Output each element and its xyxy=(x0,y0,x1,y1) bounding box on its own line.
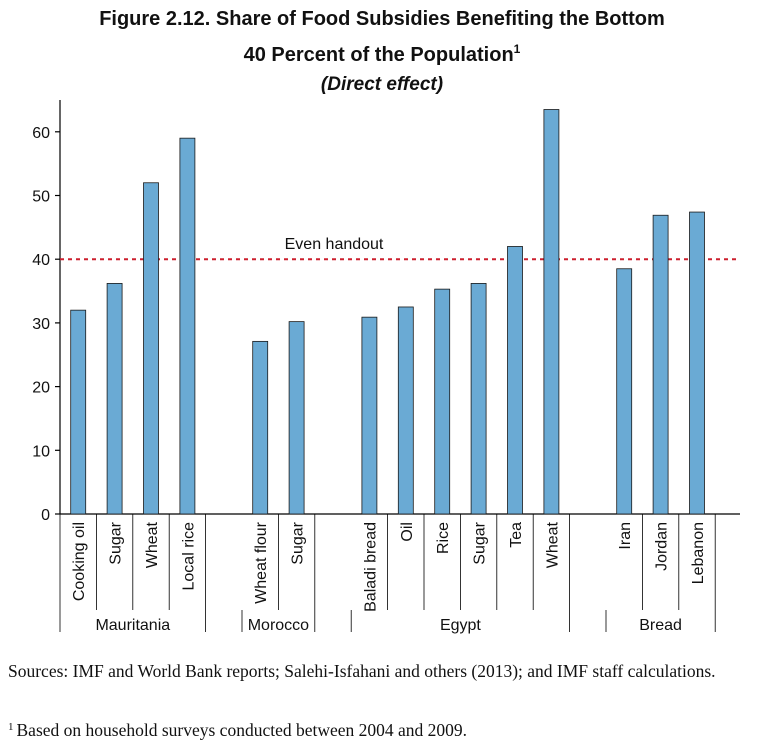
category-label: Baladi bread xyxy=(362,522,379,612)
category-label: Rice xyxy=(435,522,452,554)
group-label: Morocco xyxy=(248,617,309,634)
category-label: Lebanon xyxy=(690,522,707,584)
footnote-marker: 1 xyxy=(513,42,521,56)
bar xyxy=(288,321,305,515)
footnote-text: Based on household surveys conducted bet… xyxy=(16,720,468,740)
group-label: Bread xyxy=(639,617,682,634)
category-label: Sugar xyxy=(472,521,489,564)
y-tick-label: 20 xyxy=(32,380,50,397)
bar xyxy=(652,214,669,515)
bar xyxy=(470,283,487,515)
footnote: 1 Based on household surveys conducted be… xyxy=(8,714,758,743)
bar xyxy=(507,246,523,515)
bar xyxy=(543,109,560,515)
bar xyxy=(616,268,633,515)
chart-title: Figure 2.12. Share of Food Subsidies Ben… xyxy=(99,8,665,30)
bar xyxy=(106,283,123,515)
category-label: Wheat xyxy=(144,521,161,568)
category-label: Cooking oil xyxy=(71,522,88,601)
category-label: Wheat xyxy=(544,521,561,568)
footnote-mark: 1 xyxy=(8,721,14,733)
category-label: Oil xyxy=(399,522,416,542)
y-tick-label: 10 xyxy=(32,443,50,460)
even-handout-label: Even handout xyxy=(285,236,384,253)
y-tick-label: 50 xyxy=(32,189,50,206)
bar-chart: 0 10 20 30 40 50 60 Even handout Cooking oil Suga… xyxy=(32,99,740,634)
sources-note: Sources: IMF and World Bank reports; Sal… xyxy=(8,661,716,681)
bar xyxy=(434,288,451,515)
category-label: Iran xyxy=(617,522,634,550)
bar xyxy=(143,182,159,515)
category-label: Sugar xyxy=(290,521,307,564)
category-label: Tea xyxy=(508,522,525,548)
chart-title-text: 40 Percent of the Population xyxy=(243,44,514,66)
bar xyxy=(689,211,705,515)
y-tick-label: 60 xyxy=(32,125,50,142)
category-label: Sugar xyxy=(108,521,125,564)
y-tick-label: 40 xyxy=(32,252,50,269)
group-label: Mauritania xyxy=(95,617,170,634)
bar xyxy=(397,306,414,515)
bar xyxy=(179,137,196,515)
category-label: Jordan xyxy=(654,522,671,571)
chart-title-line2: 40 Percent of the Population1 xyxy=(0,42,764,67)
group-label: Egypt xyxy=(440,617,481,634)
y-tick-label: 30 xyxy=(32,316,50,333)
chart-subtitle: (Direct effect) xyxy=(320,74,444,95)
y-tick-label: 0 xyxy=(41,507,50,524)
category-label: Local rice xyxy=(180,522,197,591)
bar xyxy=(361,316,378,515)
category-label: Wheat flour xyxy=(253,521,270,603)
bar xyxy=(252,340,269,515)
bar xyxy=(70,309,87,515)
